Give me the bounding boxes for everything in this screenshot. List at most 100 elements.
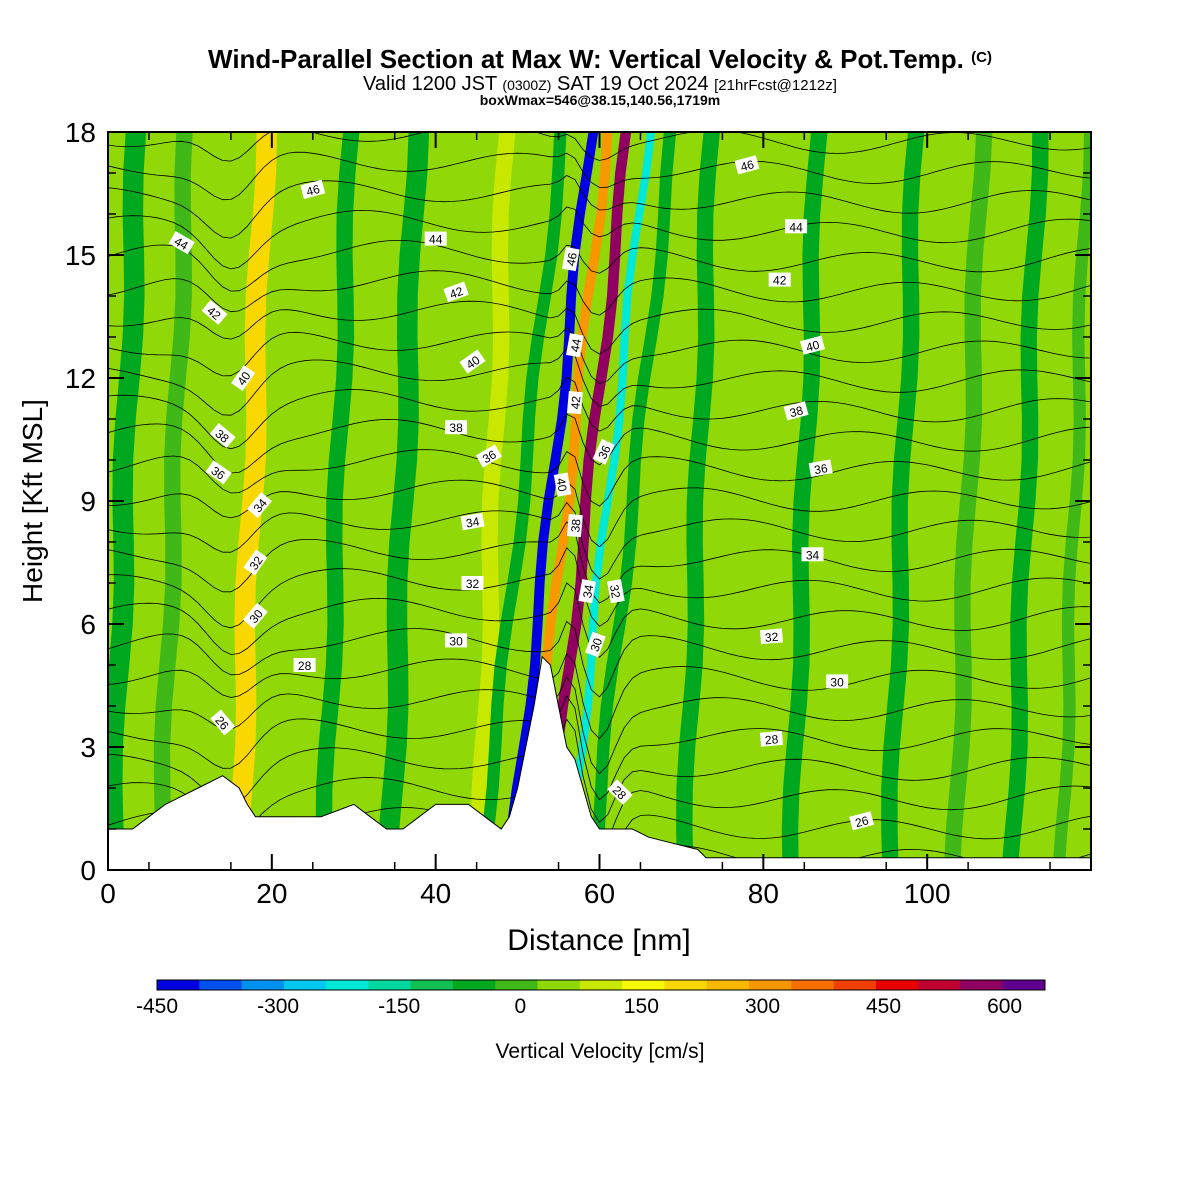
isentrope-label: 32 [759,628,784,645]
isentrope-label-text: 38 [449,421,463,435]
isentrope-label-box [210,709,236,736]
velocity-band [261,132,299,870]
isentrope-label: 42 [201,299,228,325]
colorbar-tick-label: 450 [866,995,901,1018]
isentrope-label-text: 30 [830,675,844,689]
colorbar-swatch [706,980,750,990]
isentrope-label-text: 36 [595,443,613,461]
isentrope-line [108,300,1091,355]
colorbar-tick-label: 300 [745,995,780,1018]
isentrope-label-text: 28 [764,732,779,747]
colorbar-swatch [537,980,581,990]
colorbar-swatch [664,980,708,990]
isentrope-line [108,327,1091,384]
isentrope-label: 30 [826,674,849,689]
isentrope-label-text: 44 [429,233,443,247]
velocity-band [315,132,360,870]
isentrope-label: 26 [210,709,236,736]
isentrope-label: 38 [445,420,468,435]
isentrope-label-text: 26 [854,813,871,830]
y-tick-label: 12 [65,363,96,394]
isentrope-line [108,413,1091,474]
colorbar-tick-label: -300 [257,995,299,1018]
x-tick-label: 20 [256,878,287,909]
colorbar-tick-label: -450 [136,995,178,1018]
isentrope-label-box [578,579,597,604]
isentrope-label: 44 [424,231,447,247]
isentrope-label-box [445,420,468,435]
x-tick-label: 40 [420,878,451,909]
velocity-band [108,132,147,870]
isentrope-label-text: 38 [568,518,583,533]
isentrope-line [108,449,1091,507]
isentrope-label-box [209,422,236,448]
isentrope-label-box [247,492,272,519]
isentrope-label: 32 [607,579,625,604]
colorbar-swatch [960,980,1004,990]
isentrope-label: 38 [566,514,583,538]
isentrope-label: 32 [461,576,484,591]
isentrope-label: 32 [243,549,268,576]
isentrope-label: 46 [300,179,326,200]
isentrope-label-text: 44 [789,220,803,234]
isentrope-label-box [443,281,469,303]
isentrope-label-box [768,272,791,287]
isentrope-label-text: 40 [554,477,570,493]
isentrope-label: 30 [585,631,606,658]
velocity-band [781,132,828,870]
isentrope-label-text: 28 [298,659,312,673]
chart-title: Wind-Parallel Section at Max W: Vertical… [0,44,1200,75]
isentrope-label: 42 [768,272,791,288]
isentrope-label-text: 30 [587,636,605,654]
velocity-band [471,132,516,870]
isentrope-label-text: 44 [568,337,584,353]
valid-utc: (0300Z) [502,77,552,93]
velocity-band [943,132,993,870]
velocity-band [376,132,430,870]
colorbar-tick-label: 150 [624,995,659,1018]
isentrope-label-box [759,628,784,645]
isentrope-line [108,270,1091,316]
isentrope-label-box [592,438,615,465]
isentrope-label: 28 [293,658,316,673]
colorbar-swatch [622,980,665,990]
y-tick-label: 15 [65,240,96,271]
isentrope-label-text: 34 [465,514,481,530]
isentrope-label-box [585,631,606,658]
isentrope-line [108,92,1091,131]
colorbar-swatch [453,980,496,990]
isentrope-label: 38 [209,422,236,448]
velocity-band [153,132,193,870]
box-wmax-info: boxWmax=546@38.15,140.56,1719m [479,92,721,108]
isentrope-label-box [607,579,625,604]
isentrope-label-box [800,335,825,355]
isentrope-label: 36 [475,444,502,468]
isentrope-label-box [785,219,808,234]
isentrope-label-text: 30 [449,634,463,648]
isentrope-label: 40 [554,472,572,497]
terrain [108,655,1091,870]
isentrope-label: 40 [231,364,256,392]
isentrope-label-text: 42 [568,395,583,410]
colorbar-swatch [283,980,327,990]
isentrope-label-box [783,401,809,421]
colorbar: -450 -300 -150 0 150 300 450 600 [136,979,1046,1018]
isentrope-label: 44 [168,231,195,255]
isentrope-label-box [808,459,833,478]
chart-subtitle: Valid 1200 JST (0300Z) SAT 19 Oct 2024 [… [0,73,1200,96]
isentrope-label: 28 [759,730,784,747]
isentrope-label: 42 [443,281,469,303]
velocity-band [560,132,656,870]
isentrope-label: 30 [242,602,268,629]
isentrope-label-text: 44 [172,234,191,253]
isentrope-label-box [243,549,268,576]
isentrope-label-box [300,179,326,200]
isentrope-label-text: 42 [448,284,466,302]
colorbar-label: Vertical Velocity [cm/s] [496,1040,705,1063]
y-tick-label: 6 [80,609,96,640]
isentrope-label-text: 32 [764,630,779,645]
colorbar-swatch [199,980,243,990]
isentrope-label-box [231,364,256,392]
isentrope-label-box [849,811,875,831]
